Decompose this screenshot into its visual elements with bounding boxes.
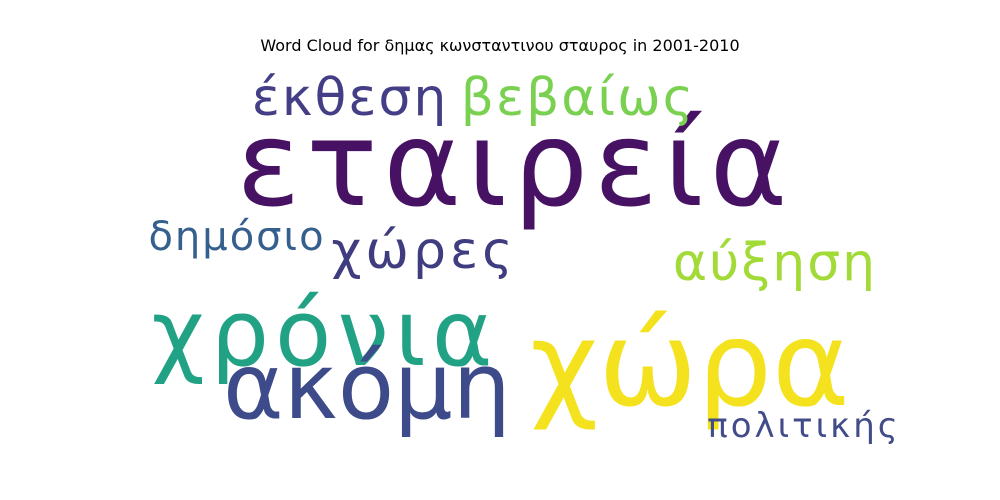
word-4: ακόμη — [223, 333, 511, 440]
word-10: πολιτικής — [707, 406, 900, 446]
word-9: δημόσιο — [148, 214, 325, 260]
word-6: έκθεση — [252, 68, 449, 128]
word-2: χώρα — [530, 295, 850, 433]
word-8: αύξηση — [673, 233, 877, 293]
chart-title: Word Cloud for δημας κωνσταντινου σταυρο… — [260, 36, 740, 55]
word-7: βεβαίως — [461, 68, 695, 128]
word-1: εταιρεία — [237, 95, 794, 233]
word-3: χρόνια — [152, 280, 499, 387]
word-5: χώρες — [331, 221, 516, 281]
